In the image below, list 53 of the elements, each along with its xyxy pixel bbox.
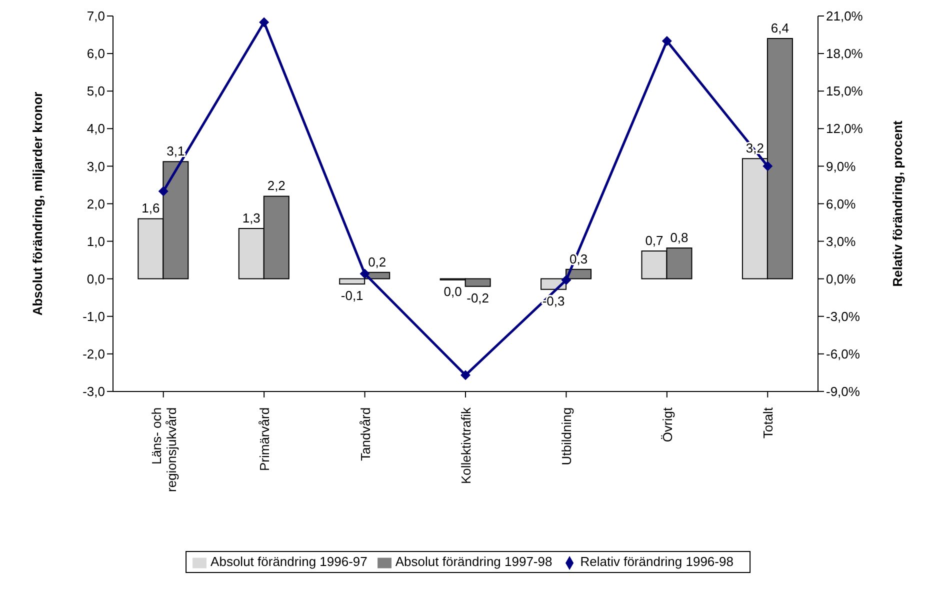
y2-tick-label: -9,0% (826, 384, 860, 400)
y2-tick-label: 9,0% (826, 158, 856, 174)
y2-tick-label: 12,0% (826, 121, 864, 136)
data-label: 1,3 (242, 210, 260, 226)
legend-label: Relativ förändring 1996-98 (580, 554, 734, 570)
y-tick-label: 0,0 (86, 271, 105, 286)
y-tick-label: -2,0 (82, 346, 105, 362)
point (360, 268, 370, 279)
x-tick-label: Läns- och regionsjukvård (148, 407, 179, 492)
y2-tick-label: 0,0% (826, 271, 856, 286)
data-label: 1,6 (142, 200, 160, 216)
x-tick-label: Utbildning (559, 407, 574, 466)
x-tick-label: Tandvård (358, 407, 373, 461)
point (762, 161, 773, 172)
data-label: 6,4 (770, 20, 790, 36)
y2-axis-title: Relativ förändring, procent (890, 120, 905, 287)
data-label: 0,2 (368, 254, 386, 270)
y-tick-label: 7,0 (86, 8, 105, 24)
legend-label: Absolut förändring 1997-98 (395, 554, 552, 570)
data-label: 2,2 (267, 178, 286, 194)
data-label: 3,1 (166, 144, 185, 159)
y2-tick-label: 6,0% (826, 196, 856, 212)
data-label: -0,2 (466, 290, 490, 306)
point (561, 275, 572, 286)
x-tick-label: Primärvård (257, 407, 272, 472)
y2-tick-label: 15,0% (826, 84, 864, 99)
y-tick-label: -1,0 (82, 308, 105, 324)
y-tick-label: 1,0 (86, 234, 105, 249)
y2-tick-label: 21,0% (826, 8, 864, 24)
legend-label: Absolut förändring 1996-97 (210, 554, 368, 570)
point (259, 17, 270, 28)
y2-tick-label: -6,0% (826, 346, 860, 362)
y2-tick-label: -3,0% (826, 308, 860, 324)
data-label: -0,1 (340, 288, 364, 304)
data-label: -0,3 (542, 293, 565, 308)
y2-tick-label: 18,0% (826, 46, 864, 62)
data-label: 0,7 (645, 233, 664, 248)
data-label: 0,0 (444, 284, 462, 299)
y-tick-label: -3,0 (82, 384, 105, 400)
point (460, 370, 470, 380)
y-axis-title: Absolut förändring, miljarder kronor (30, 92, 45, 316)
y-tick-label: 3,0 (86, 158, 105, 174)
point (158, 186, 168, 196)
data-label: 0,8 (670, 230, 688, 246)
y-tick-label: 2,0 (86, 196, 105, 212)
y2-tick-label: 3,0% (826, 234, 856, 249)
y-tick-label: 4,0 (86, 121, 105, 136)
x-tick-label: Övrigt (660, 407, 675, 442)
y-tick-label: 6,0 (86, 46, 105, 62)
x-tick-label: Kollektivtrafik (458, 406, 474, 484)
y-tick-label: 5,0 (86, 84, 105, 99)
x-tick-label: Totalt (760, 407, 776, 439)
point (662, 36, 672, 46)
